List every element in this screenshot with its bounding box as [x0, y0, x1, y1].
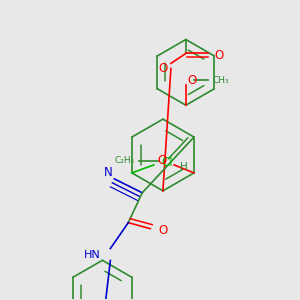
Text: CH₃: CH₃: [213, 76, 229, 85]
Text: O: O: [158, 154, 167, 167]
Text: O: O: [158, 62, 168, 75]
Text: O: O: [158, 224, 167, 237]
Text: N: N: [104, 167, 113, 179]
Text: O: O: [215, 49, 224, 62]
Text: C₂H₅: C₂H₅: [114, 156, 134, 165]
Text: O: O: [188, 74, 197, 87]
Text: HN: HN: [84, 250, 100, 260]
Text: H: H: [180, 162, 188, 172]
Text: Cl: Cl: [162, 156, 173, 170]
